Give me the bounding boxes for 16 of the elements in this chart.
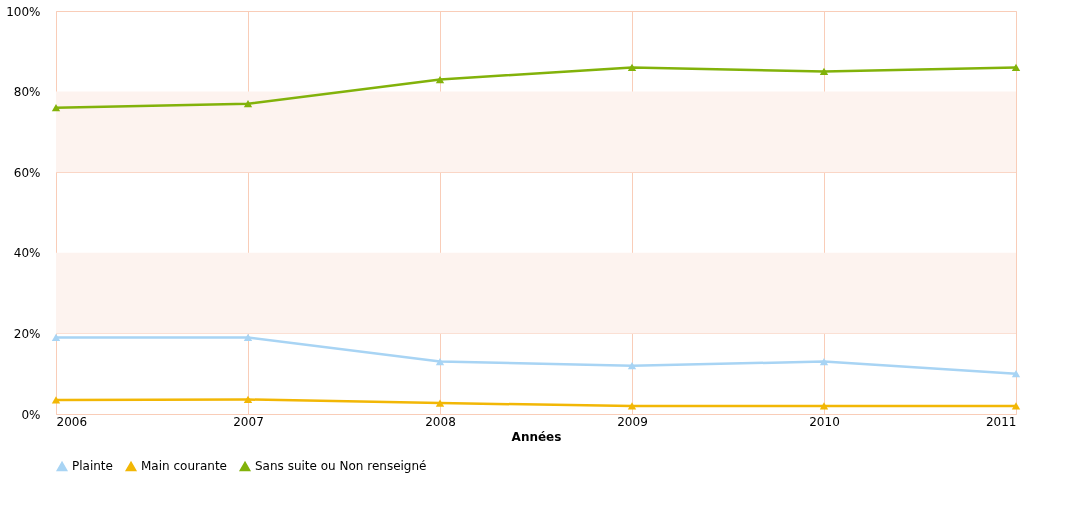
y-tick-label: 80% <box>13 85 41 100</box>
legend-label: Sans suite ou Non renseigné <box>255 459 427 474</box>
x-tick-label: 2010 <box>809 414 840 429</box>
y-tick-label: 60% <box>13 165 41 180</box>
x-tick-label: 2006 <box>56 414 88 429</box>
x-axis-title: Années <box>511 429 562 444</box>
x-tick-label: 2008 <box>425 414 456 429</box>
y-tick-label: 20% <box>13 326 41 341</box>
x-tick-label: 2009 <box>617 414 648 429</box>
legend-label: Plainte <box>72 459 113 474</box>
x-tick-label: 2007 <box>233 414 264 429</box>
y-tick-label: 100% <box>6 4 41 19</box>
legend-label: Main courante <box>141 459 227 474</box>
x-tick-label: 2011 <box>985 414 1017 429</box>
y-tick-label: 0% <box>21 407 41 422</box>
y-tick-label: 40% <box>13 246 41 261</box>
